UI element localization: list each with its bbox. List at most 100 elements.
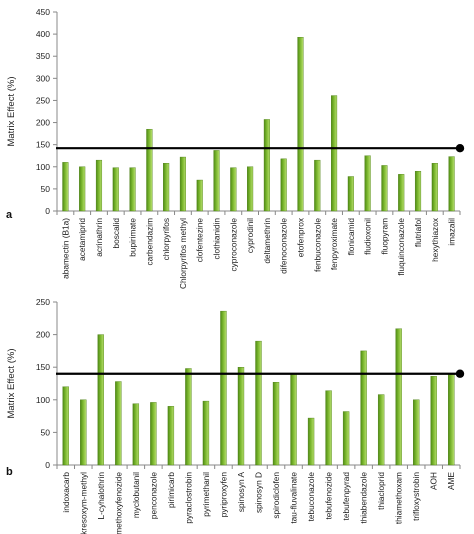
x-tick-label: spinosyn A: [236, 472, 246, 513]
bar-penconazole: [150, 402, 157, 466]
reference-line-marker: [455, 144, 465, 153]
bar-trifloxystrobin: [413, 399, 420, 466]
bar-fluopyram: [381, 165, 388, 212]
y-tick-label: 200: [36, 118, 50, 128]
bar-l-cyhalothrin: [97, 334, 104, 466]
bar-pyrimethanil: [202, 400, 210, 466]
x-tick-label: L-cyhalothrin: [96, 472, 106, 520]
bar-fenbuconazole: [314, 159, 321, 212]
x-tick-label: thiamethoxam: [394, 472, 404, 524]
panel-label: b: [6, 466, 13, 478]
bar-fenpyroximate: [331, 95, 338, 212]
x-tick-label: kresoxym-methyl: [78, 472, 88, 534]
x-tick-label: AME: [446, 472, 456, 490]
y-tick-label: 450: [36, 7, 50, 17]
bar-thiamethoxam: [395, 328, 402, 466]
chart-panel-a: 0 50 100 150 200 250 300 350 400 450 abamectin (B1…: [6, 7, 465, 289]
y-tick-label: 400: [36, 29, 50, 39]
bar-abamectin-b1a-: [62, 162, 69, 212]
bar-carbendazim: [146, 128, 153, 212]
bar-aoh: [430, 376, 437, 466]
x-tick-label: spirodiclofen: [271, 472, 281, 519]
bar-etofenprox: [297, 37, 304, 212]
bar-kresoxym-methyl: [80, 399, 87, 466]
bar-acrinathrin: [95, 159, 103, 212]
bar-spinosyn-d: [255, 340, 262, 466]
panel-label: a: [6, 209, 13, 221]
bar-tebufenozide: [325, 390, 332, 466]
y-tick-label: 250: [36, 297, 50, 307]
x-tick-label: boscalid: [111, 218, 121, 249]
x-tick-label: penconazole: [148, 472, 158, 519]
bar-tau-fluvalinate: [290, 373, 297, 466]
x-tick-label: flutriafol: [413, 218, 423, 247]
bar-cyprodinil: [247, 166, 254, 212]
x-tick-label: tau-fluvalinate: [289, 472, 299, 524]
bar-methoxyfenozide: [115, 381, 122, 466]
bar-clofentezine: [196, 179, 203, 212]
chart-panel-b: 0 50 100 150 200 250 indoxacarb kresoxym-methyl…: [6, 297, 465, 534]
x-tick-label: difenoconazole: [279, 218, 289, 274]
bar-tebufenpyrad: [342, 411, 350, 466]
bar-chlorpyrifos: [163, 163, 170, 212]
bar-pyraclostrobin: [185, 368, 192, 466]
bar-clothianidin: [213, 150, 220, 212]
y-tick-label: 50: [41, 184, 51, 194]
y-axis-title: Matrix Effect (%): [6, 348, 17, 418]
x-tick-label: pyraclostrobin: [183, 472, 193, 524]
y-tick-label: 100: [36, 162, 50, 172]
bar-spirodiclofen: [272, 382, 280, 466]
bar-cyproconazole: [230, 167, 237, 212]
bar-pirimicarb: [167, 406, 175, 466]
x-tick-label: carbendazim: [144, 218, 154, 266]
y-tick-label: 150: [36, 362, 50, 372]
x-tick-label: acrinathrin: [94, 218, 104, 257]
y-tick-label: 150: [36, 140, 50, 150]
x-tick-label: pyrimethanil: [201, 472, 211, 517]
x-tick-label: chlorpyrifos: [161, 218, 171, 260]
y-axis-title: Matrix Effect (%): [6, 76, 17, 146]
x-tick-label: abamectin (B1a): [60, 218, 70, 279]
y-tick-label: 300: [36, 73, 50, 83]
bar-thiacloprid: [377, 394, 385, 466]
bar-imazalil: [448, 156, 455, 212]
x-tick-label: pirimicarb: [166, 472, 176, 508]
bar-spinosyn-a: [237, 367, 245, 466]
x-tick-label: tebuconazole: [306, 472, 316, 522]
y-tick-label: 50: [41, 427, 51, 437]
x-tick-label: pyriproxyfen: [218, 472, 228, 518]
x-tick-label: bupirimate: [128, 218, 138, 257]
x-tick-label: myclobutanil: [131, 472, 141, 518]
x-tick-label: methoxyfenozide: [113, 472, 123, 534]
bar-indoxacarb: [62, 386, 69, 466]
x-tick-label: thiabendazole: [359, 472, 369, 524]
y-tick-label: 0: [45, 460, 50, 470]
reference-line-marker: [455, 369, 465, 378]
bar-flutriafol: [414, 170, 422, 212]
bar-boscalid: [112, 167, 119, 212]
bar-hexythiazox: [431, 163, 438, 212]
x-tick-label: Chlorpyrifos methyl: [178, 218, 188, 289]
x-tick-label: clothianidin: [212, 218, 222, 260]
bar-difenoconazole: [280, 158, 287, 212]
y-tick-label: 0: [45, 206, 50, 216]
x-tick-label: fluquinconazole: [396, 218, 406, 276]
x-tick-label: clofentezine: [195, 218, 205, 263]
x-tick-label: AOH: [429, 472, 439, 490]
x-tick-label: fenpyroximate: [329, 218, 339, 270]
x-tick-label: fludioxonil: [363, 218, 373, 255]
x-tick-label: tebufenpyrad: [341, 472, 351, 521]
bar-ame: [448, 374, 455, 466]
bar-chlorpyrifos-methyl: [179, 156, 186, 212]
x-tick-label: imazalil: [447, 218, 457, 246]
x-tick-label: trifloxystrobin: [411, 472, 421, 521]
y-tick-label: 350: [36, 51, 50, 61]
y-tick-label: 100: [36, 395, 50, 405]
x-tick-label: indoxacarb: [61, 472, 71, 513]
x-tick-label: fluopyram: [379, 218, 389, 255]
x-tick-label: tebufenozide: [324, 472, 334, 520]
bar-thiabendazole: [360, 350, 367, 466]
bar-myclobutanil: [132, 403, 140, 466]
x-tick-label: hexythiazox: [430, 217, 440, 262]
